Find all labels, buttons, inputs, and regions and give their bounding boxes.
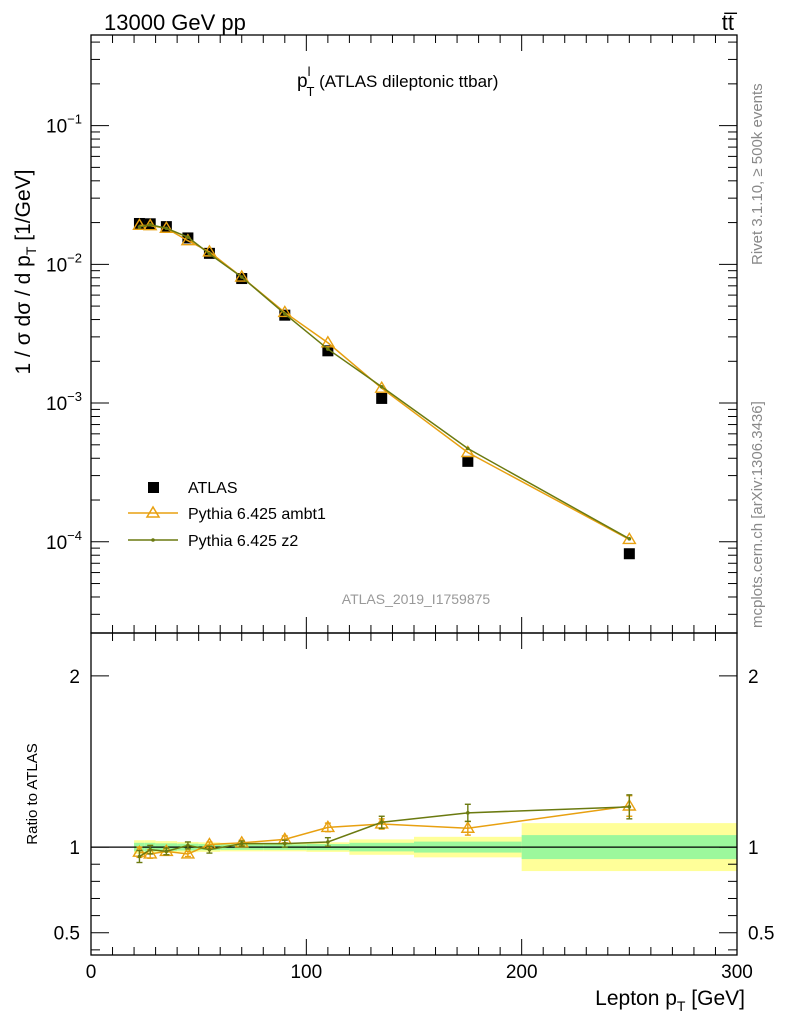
process-label: tt̅	[722, 10, 738, 35]
atlas-point	[623, 548, 635, 560]
ratio-xlabel-sub: T	[677, 998, 686, 1014]
main-ylabel-main: 1 / σ dσ / d p	[12, 255, 35, 374]
main-ylabel-sub: T	[23, 246, 39, 255]
main-title: pl T (ATLAS dileptonic ttbar)	[297, 64, 498, 99]
z2-point	[326, 347, 330, 351]
ratio-panel: 0.5 0.5 1 1 2 2 0 100 200 300 Ratio to ATLAS Lept…	[24, 632, 774, 1014]
ratio-ytick-label-left: 2	[69, 667, 80, 688]
z2-point	[148, 222, 153, 227]
main-ticks: 10−410−310−210−1	[46, 35, 738, 633]
main-series	[132, 217, 637, 560]
legend: ATLAS Pythia 6.425 ambt1 Pythia 6.425 z2	[128, 480, 326, 550]
main-ytick-label: 10−2	[46, 250, 82, 276]
legend-z2-marker	[151, 538, 155, 542]
legend-ambt1-label: Pythia 6.425 ambt1	[188, 506, 326, 523]
ratio-xlabel: Lepton pT [GeV]	[595, 987, 745, 1014]
ratio-ticks: 0.5 0.5 1 1 2 2 0 100 200 300	[54, 633, 774, 983]
legend-atlas-label: ATLAS	[188, 480, 238, 497]
main-ylabel: 1 / σ dσ / d pT [1/GeV]	[12, 170, 39, 375]
ratio-ytick-label-left: 0.5	[54, 924, 80, 945]
legend-atlas-marker	[148, 482, 159, 493]
analysis-watermark: ATLAS_2019_I1759875	[342, 591, 491, 607]
main-ytick-label-base: 10	[46, 117, 67, 138]
ratio-frame	[90, 632, 738, 956]
main-ytick-label: 10−4	[46, 528, 82, 554]
ratio-ylabel: Ratio to ATLAS	[24, 743, 41, 844]
ratio-z2-point	[627, 805, 632, 809]
ratio-xlabel-main: Lepton p	[595, 987, 677, 1010]
ratio-z2-point	[379, 820, 384, 825]
main-ytick-label-exp: −1	[67, 112, 82, 127]
ratio-xlabel-unit: [GeV]	[685, 987, 745, 1010]
z2-point	[207, 252, 212, 256]
main-title-sup: l	[308, 64, 311, 79]
main-ytick-label-base: 10	[46, 533, 67, 554]
ratio-ytick-label-right: 2	[748, 667, 759, 688]
z2-point	[164, 226, 169, 231]
main-ytick-label-exp: −4	[67, 528, 82, 543]
ratio-xtick-label: 0	[86, 962, 97, 983]
ambt1-point	[374, 380, 389, 393]
ratio-z2-point	[466, 811, 470, 815]
ratio-z2-point	[207, 847, 212, 852]
ratio-ytick-label-right: 0.5	[748, 924, 774, 945]
main-ytick-label: 10−1	[46, 112, 82, 138]
legend-z2-label: Pythia 6.425 z2	[188, 533, 298, 550]
atlas-point	[133, 217, 145, 229]
ambt1-point	[320, 335, 336, 348]
legend-ambt1-marker	[145, 505, 161, 518]
z2-point	[627, 537, 632, 541]
ratio-ambt1-point	[460, 820, 476, 833]
ratio-z2-point	[239, 841, 244, 846]
main-ytick-label-exp: −2	[67, 250, 82, 265]
z2-point	[379, 384, 384, 389]
main-ytick-label-base: 10	[46, 394, 67, 415]
ratio-series	[132, 794, 637, 864]
ratio-z2-point	[137, 854, 142, 859]
main-ytick-label-exp: −3	[67, 389, 82, 404]
ratio-ambt1-point	[180, 846, 196, 859]
ratio-z2-point	[283, 841, 287, 846]
ratio-xtick-label: 300	[721, 962, 753, 983]
z2-point	[466, 446, 470, 451]
ambt1-point	[460, 445, 476, 458]
ratio-z2-point	[186, 843, 190, 848]
z2-point	[283, 311, 287, 316]
ratio-ytick-label-left: 1	[69, 838, 80, 859]
ratio-xtick-label: 200	[506, 962, 538, 983]
ratio-ambt1-point	[142, 846, 158, 859]
ambt1-point	[622, 532, 637, 545]
z2-point	[137, 225, 142, 229]
main-title-sub: T	[306, 84, 314, 99]
main-ylabel-unit: [1/GeV]	[12, 170, 35, 247]
ambt1-point	[132, 217, 147, 231]
main-panel: 10−410−310−210−1 pl T (ATLAS dileptonic t…	[12, 34, 738, 634]
z2-point	[186, 235, 190, 239]
energy-label: 13000 GeV pp	[104, 10, 246, 35]
atlas-point	[376, 392, 388, 404]
ratio-z2-point	[148, 847, 153, 852]
ambt1-point	[234, 269, 249, 282]
main-title-rest: (ATLAS dileptonic ttbar)	[314, 72, 498, 91]
main-title-main: p	[297, 71, 308, 92]
ratio-ytick-label-right: 1	[748, 838, 759, 859]
ratio-z2-point	[164, 849, 169, 854]
z2-point	[239, 275, 244, 279]
mcplots-label: mcplots.cern.ch [arXiv:1306.3436]	[749, 401, 766, 628]
atlas-point	[462, 455, 474, 467]
main-ytick-label-base: 10	[46, 255, 67, 276]
main-ytick-label: 10−3	[46, 389, 82, 415]
ratio-z2-point	[326, 840, 330, 844]
rivet-label: Rivet 3.1.10, ≥ 500k events	[749, 83, 766, 265]
ratio-ambt1-point	[320, 820, 336, 833]
ratio-xtick-label: 100	[290, 962, 322, 983]
